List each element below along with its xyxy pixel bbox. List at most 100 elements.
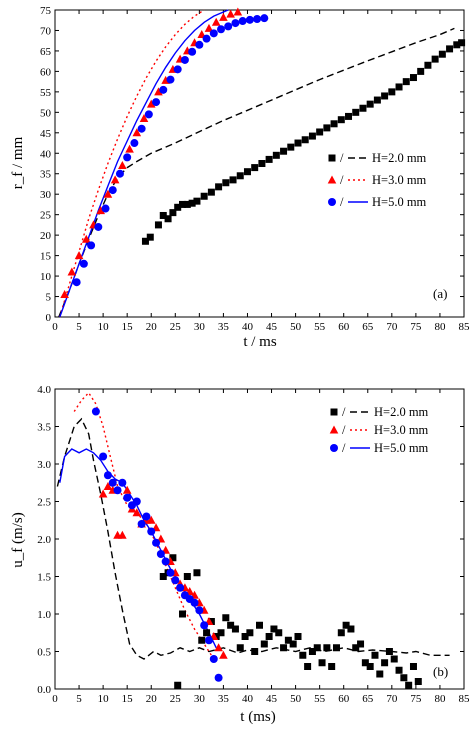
data-point-square	[183, 200, 191, 208]
data-point-square	[301, 136, 309, 144]
data-point-triangle	[226, 9, 235, 18]
data-point-square	[275, 629, 283, 637]
data-point-circle	[217, 25, 226, 34]
data-point-square	[414, 678, 422, 685]
data-point-triangle	[219, 12, 228, 21]
data-point-circle	[195, 40, 204, 49]
data-point-circle	[204, 636, 213, 645]
data-point-circle	[152, 98, 161, 107]
y-tick-label: 55	[40, 87, 52, 99]
data-point-circle	[132, 497, 141, 506]
data-point-circle	[108, 186, 117, 195]
data-point-square	[337, 116, 345, 124]
y-tick-label: 2.5	[37, 497, 51, 509]
data-point-square	[251, 648, 259, 655]
y-tick-label: 50	[40, 107, 52, 119]
data-point-triangle	[81, 234, 91, 243]
data-point-circle	[209, 29, 218, 38]
x-axis-label: t / ms	[243, 334, 277, 350]
legend-marker-square	[330, 408, 338, 416]
data-point-square	[270, 625, 278, 633]
data-point-square	[366, 100, 374, 108]
legend-label: H=5.0 mm	[372, 195, 427, 209]
data-point-square	[243, 168, 251, 176]
data-point-square	[424, 61, 432, 69]
data-point-triangle	[146, 99, 156, 108]
data-point-square	[357, 640, 365, 648]
data-point-square	[289, 640, 297, 648]
data-point-circle	[159, 85, 168, 94]
data-point-triangle	[211, 17, 221, 26]
data-point-circle	[91, 407, 100, 416]
data-point-triangle	[146, 515, 156, 524]
data-point-circle	[176, 583, 185, 592]
data-point-square	[258, 160, 266, 167]
y-tick-label: 3.0	[37, 459, 51, 471]
data-point-square	[332, 644, 340, 652]
data-point-square	[390, 655, 398, 663]
x-tick-label: 70	[386, 321, 398, 333]
x-tick-label: 20	[146, 321, 158, 333]
data-point-square	[159, 211, 167, 219]
data-point-square	[215, 183, 223, 191]
data-point-square	[405, 681, 413, 689]
x-tick-label: 30	[194, 321, 206, 333]
data-point-triangle	[214, 643, 223, 652]
data-point-square	[366, 663, 374, 670]
data-point-square	[376, 670, 384, 678]
data-point-square	[308, 132, 316, 140]
legend: / H=2.0 mm / H=3.0 mm / H=5.0 mm	[329, 405, 429, 455]
y-axis-label: u_f (m/s)	[10, 512, 26, 567]
x-tick-label: 10	[98, 693, 110, 705]
data-point-circle	[195, 606, 204, 615]
data-point-square	[229, 176, 237, 184]
y-tick-label: 40	[40, 148, 52, 160]
x-tick-label: 60	[338, 693, 350, 705]
legend-label: H=3.0 mm	[374, 423, 429, 437]
panel-label: (b)	[433, 664, 448, 679]
data-point-square	[227, 621, 235, 629]
data-point-triangle	[154, 87, 163, 96]
model-line-h-5-0-mm	[59, 9, 229, 318]
data-point-square	[395, 666, 403, 674]
x-tick-label: 70	[386, 693, 398, 705]
data-point-square	[458, 39, 466, 47]
legend-label: H=3.0 mm	[372, 173, 427, 187]
data-point-circle	[87, 241, 96, 250]
data-point-circle	[123, 493, 132, 502]
data-point-circle	[166, 568, 175, 577]
data-point-square	[154, 221, 162, 229]
data-point-circle	[118, 478, 127, 487]
data-point-circle	[166, 75, 175, 84]
data-point-triangle	[96, 206, 106, 215]
y-tick-label: 25	[40, 210, 52, 222]
legend-slash: /	[342, 405, 346, 419]
data-point-square	[203, 629, 211, 637]
data-point-square	[308, 648, 316, 655]
data-point-circle	[137, 520, 146, 528]
data-point-circle	[79, 259, 88, 268]
chart-panel-b: 0 5 10 15 20 25 30 35 40 45 50 55 60 65 70 75 80 85 0.0 0.5…	[10, 384, 470, 725]
y-tick-label: 70	[40, 25, 52, 37]
data-point-circle	[72, 278, 81, 287]
data-point-circle	[180, 55, 189, 64]
data-point-square	[345, 112, 353, 120]
x-axis-label: t (ms)	[240, 709, 275, 725]
data-point-square	[304, 663, 312, 670]
legend-slash: /	[340, 173, 344, 187]
data-point-triangle	[67, 267, 77, 276]
x-tick-label: 55	[314, 321, 326, 333]
x-tick-label: 35	[218, 321, 230, 333]
x-tick-label: 60	[338, 321, 350, 333]
data-point-square	[265, 155, 273, 163]
data-point-circle	[190, 598, 199, 607]
data-point-square	[417, 67, 425, 75]
data-point-square	[222, 614, 230, 622]
data-point-circle	[147, 527, 156, 536]
data-point-circle	[130, 139, 139, 148]
data-point-circle	[238, 17, 247, 26]
data-point-circle	[202, 34, 211, 43]
data-point-circle	[152, 538, 161, 547]
legend-marker-square	[328, 154, 336, 162]
